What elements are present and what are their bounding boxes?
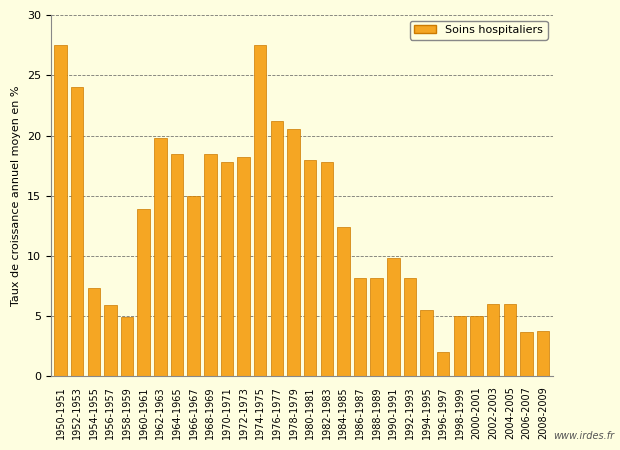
Bar <box>270 121 283 376</box>
Bar <box>170 153 184 376</box>
Bar <box>221 162 233 376</box>
Bar <box>204 153 216 376</box>
Bar <box>370 278 383 376</box>
Bar <box>387 258 399 376</box>
Y-axis label: Taux de croissance annuel moyen en %: Taux de croissance annuel moyen en % <box>11 86 21 306</box>
Bar <box>454 316 466 376</box>
Bar <box>537 331 549 376</box>
Bar <box>471 316 483 376</box>
Bar <box>237 157 250 376</box>
Bar <box>321 162 333 376</box>
Bar <box>187 196 200 376</box>
Bar <box>254 45 267 376</box>
Bar <box>87 288 100 376</box>
Text: www.irdes.fr: www.irdes.fr <box>552 431 614 441</box>
Bar <box>437 352 450 376</box>
Bar <box>71 87 83 376</box>
Bar <box>404 278 416 376</box>
Bar <box>104 305 117 376</box>
Bar <box>503 304 516 376</box>
Bar <box>487 304 500 376</box>
Bar <box>121 317 133 376</box>
Bar <box>420 310 433 376</box>
Bar <box>354 278 366 376</box>
Bar <box>304 160 316 376</box>
Bar <box>138 209 150 376</box>
Bar <box>55 45 67 376</box>
Bar <box>287 130 299 376</box>
Bar <box>154 138 167 376</box>
Legend: Soins hospitaliers: Soins hospitaliers <box>410 21 547 40</box>
Bar <box>337 227 350 376</box>
Bar <box>520 332 533 376</box>
